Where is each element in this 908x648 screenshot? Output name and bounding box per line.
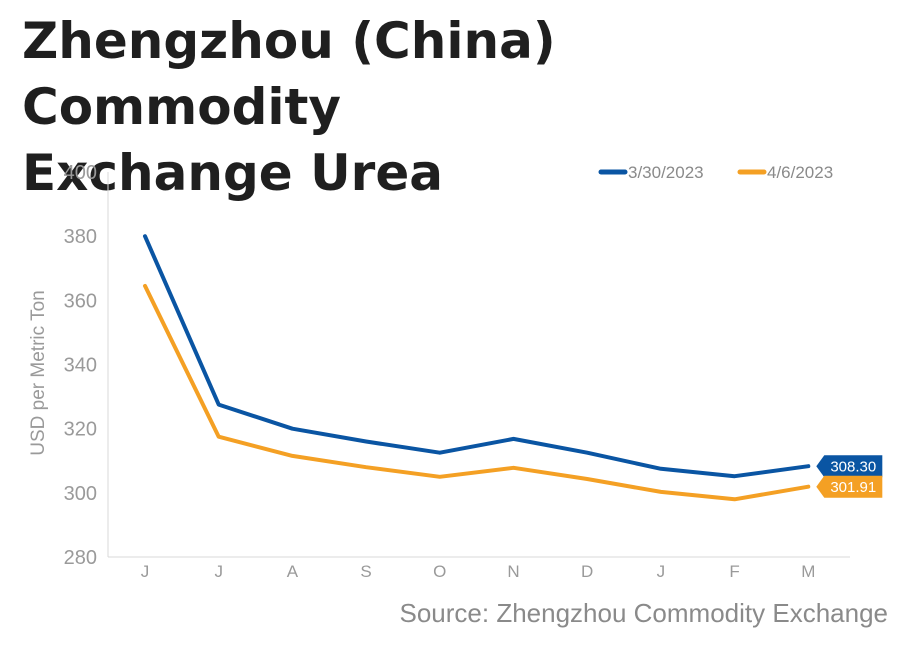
end-value-labels: 308.30 301.91 — [816, 455, 883, 498]
chart-title-line-2: Exchange Urea — [22, 144, 443, 202]
end-label-value-1: 308.30 — [830, 459, 876, 476]
x-tick-label: O — [433, 562, 446, 581]
series-line-2 — [143, 283, 811, 502]
x-tick-label: N — [507, 562, 519, 581]
x-tick-label: A — [287, 562, 299, 581]
chart-axes — [107, 172, 850, 558]
end-label-badge-2 — [816, 475, 883, 498]
y-tick-label: 340 — [64, 355, 97, 377]
y-tick-label: 300 — [64, 483, 97, 505]
series-lines — [143, 234, 811, 502]
y-tick-label: 400 — [64, 162, 97, 184]
source-note: Source: Zhengzhou Commodity Exchange — [399, 598, 889, 628]
x-tick-label: M — [801, 562, 815, 581]
y-tick-label: 320 — [64, 419, 97, 441]
legend-label-2: 4/6/2023 — [767, 163, 833, 182]
chart-title-line-1: Zhengzhou (China) Commodity — [22, 12, 556, 136]
end-label-badge-1 — [816, 455, 883, 478]
end-label-value-2: 301.91 — [830, 479, 876, 496]
y-tick-labels: 400 380 360 340 320 300 280 — [64, 162, 97, 569]
x-tick-label: F — [729, 562, 739, 581]
y-tick-label: 280 — [64, 547, 97, 569]
x-tick-label: J — [141, 562, 150, 581]
series-line-1 — [143, 234, 811, 479]
y-tick-label: 360 — [64, 290, 97, 312]
line-chart: 400 380 360 340 320 300 280 J J A S O N D J F M USD per… — [28, 162, 883, 581]
x-tick-label: D — [581, 562, 593, 581]
x-tick-label: J — [214, 562, 223, 581]
x-tick-label: S — [360, 562, 371, 581]
x-tick-label: J — [657, 562, 666, 581]
y-tick-label: 380 — [64, 226, 97, 248]
y-axis-label: USD per Metric Ton — [28, 290, 49, 455]
legend: 3/30/2023 4/6/2023 — [598, 163, 833, 182]
chart-title: Zhengzhou (China) Commodity Exchange Ure… — [22, 8, 892, 206]
legend-label-1: 3/30/2023 — [628, 163, 704, 182]
